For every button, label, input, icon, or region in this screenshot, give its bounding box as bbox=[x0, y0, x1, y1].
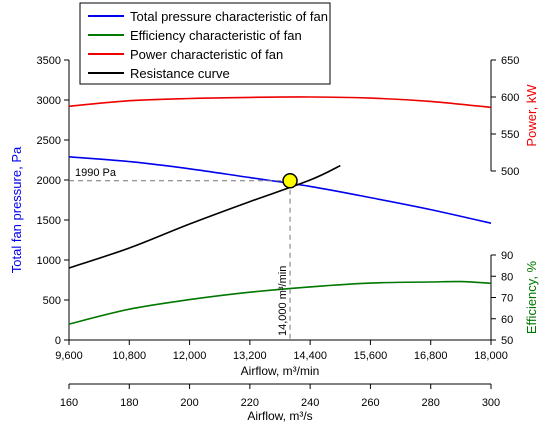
y-left-tick-label: 3500 bbox=[37, 55, 61, 67]
power-line bbox=[68, 96, 492, 109]
pressure-annotation: 1990 Pa bbox=[75, 167, 117, 179]
x2-tick-label: 200 bbox=[180, 397, 198, 409]
y-efficiency-tick-label: 90 bbox=[501, 250, 513, 262]
axes-layer: 9,600 10,800 12,000 13,200 14,400 15,600 16,80… bbox=[9, 55, 539, 423]
x-axis-label: Airflow, m³/min bbox=[241, 364, 320, 378]
x2-tick-label: 220 bbox=[241, 397, 259, 409]
x-tick-label: 15,600 bbox=[354, 350, 388, 362]
x-tick-label: 16,800 bbox=[414, 350, 448, 362]
y-efficiency-axis-label: Efficiency, % bbox=[524, 260, 539, 334]
y-power-tick-label: 550 bbox=[501, 129, 519, 141]
x2-tick-label: 300 bbox=[482, 397, 500, 409]
y-left-tick-label: 2500 bbox=[37, 135, 61, 147]
y-left-tick-label: 0 bbox=[55, 335, 61, 347]
x2-tick-label: 180 bbox=[120, 397, 138, 409]
y-left-tick-label: 1500 bbox=[37, 215, 61, 227]
legend: Total pressure characteristic of fan Effi… bbox=[79, 2, 331, 85]
x2-axis-label: Airflow, m³/s bbox=[247, 409, 312, 423]
y-efficiency-tick-label: 70 bbox=[501, 293, 513, 305]
series-layer bbox=[68, 96, 492, 325]
x2-tick-label: 280 bbox=[422, 397, 440, 409]
x-tick-label: 13,200 bbox=[233, 350, 267, 362]
y-power-axis-label: Power, kW bbox=[524, 84, 539, 147]
y-power-tick-label: 650 bbox=[501, 55, 519, 67]
x-tick-label: 14,400 bbox=[293, 350, 327, 362]
resistance-curve-line bbox=[68, 164, 341, 269]
legend-label: Total pressure characteristic of fan bbox=[130, 9, 328, 24]
airflow-annotation: 14,000 m³/min bbox=[277, 266, 289, 336]
x-tick-label: 10,800 bbox=[112, 350, 146, 362]
y-left-tick-label: 1000 bbox=[37, 255, 61, 267]
x2-tick-label: 260 bbox=[361, 397, 379, 409]
x-tick-label: 18,000 bbox=[474, 350, 508, 362]
legend-label: Resistance curve bbox=[130, 66, 230, 81]
total-pressure-line bbox=[68, 156, 492, 224]
legend-label: Power characteristic of fan bbox=[130, 47, 283, 62]
y-left-tick-label: 3000 bbox=[37, 95, 61, 107]
operating-point-marker bbox=[282, 173, 298, 189]
annotation-layer: 1990 Pa 14,000 m³/min bbox=[69, 167, 298, 340]
y-power-tick-label: 500 bbox=[501, 166, 519, 178]
y-efficiency-tick-label: 50 bbox=[501, 335, 513, 347]
legend-label: Efficiency characteristic of fan bbox=[130, 28, 302, 43]
x-tick-label: 12,000 bbox=[173, 350, 207, 362]
y-left-tick-label: 2000 bbox=[37, 175, 61, 187]
y-power-tick-label: 600 bbox=[501, 92, 519, 104]
x-tick-label: 9,600 bbox=[55, 350, 83, 362]
x2-tick-label: 240 bbox=[301, 397, 319, 409]
y-left-tick-label: 500 bbox=[43, 295, 61, 307]
x2-tick-label: 160 bbox=[60, 397, 78, 409]
efficiency-line bbox=[68, 280, 492, 325]
y-efficiency-tick-label: 60 bbox=[501, 314, 513, 326]
y-efficiency-tick-label: 80 bbox=[501, 271, 513, 283]
y-left-axis-label: Total fan pressure, Pa bbox=[9, 146, 24, 273]
